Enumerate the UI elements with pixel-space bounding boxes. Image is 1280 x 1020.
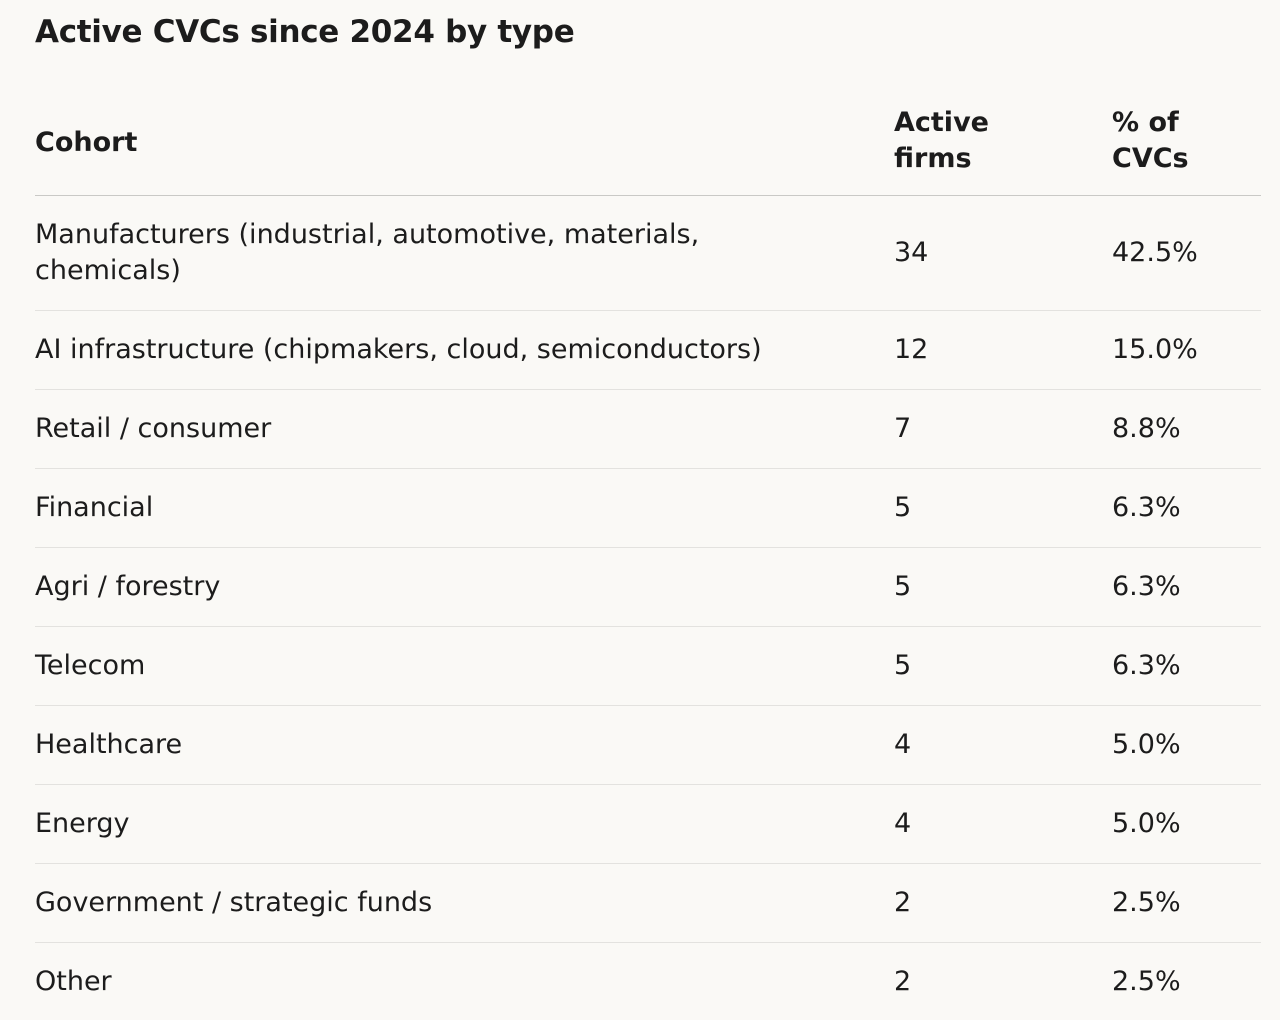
table-row: Other 2 2.5% [35, 942, 1261, 1020]
pct-cvcs-cell: 15.0% [1112, 333, 1198, 365]
pct-cvcs-cell: 6.3% [1112, 491, 1181, 523]
table-row: AI infrastructure (chipmakers, cloud, se… [35, 310, 1261, 389]
active-firms-cell: 4 [894, 807, 912, 839]
active-firms-cell: 4 [894, 728, 912, 760]
cohort-cell: Financial [35, 491, 154, 523]
cvc-table: Cohort Active firms % of CVCs Manufactur… [35, 100, 1261, 1020]
cohort-cell: Retail / consumer [35, 412, 272, 444]
pct-cvcs-cell: 6.3% [1112, 649, 1181, 681]
header-pct-cvcs-line2: CVCs [1112, 143, 1189, 174]
header-pct-cvcs-line1: % of [1112, 107, 1179, 138]
active-firms-cell: 12 [894, 333, 929, 365]
cohort-cell: Government / strategic funds [35, 886, 433, 918]
table-row: Healthcare 4 5.0% [35, 705, 1261, 784]
table-row: Manufacturers (industrial, automotive, m… [35, 195, 1261, 310]
active-firms-cell: 5 [894, 570, 912, 602]
pct-cvcs-cell: 5.0% [1112, 807, 1181, 839]
active-firms-cell: 7 [894, 412, 912, 444]
active-firms-cell: 2 [894, 886, 912, 918]
pct-cvcs-cell: 42.5% [1112, 236, 1198, 268]
table-row: Financial 5 6.3% [35, 468, 1261, 547]
cohort-cell: Agri / forestry [35, 570, 221, 602]
active-firms-cell: 5 [894, 491, 912, 523]
pct-cvcs-cell: 5.0% [1112, 728, 1181, 760]
header-active-firms-line2: firms [894, 143, 972, 174]
table-header: Cohort Active firms % of CVCs [35, 100, 1261, 195]
active-firms-cell: 2 [894, 965, 912, 997]
cohort-cell: AI infrastructure (chipmakers, cloud, se… [35, 333, 762, 365]
table-row: Retail / consumer 7 8.8% [35, 389, 1261, 468]
active-firms-cell: 34 [894, 236, 929, 268]
pct-cvcs-cell: 8.8% [1112, 412, 1181, 444]
header-active-firms-line1: Active [894, 107, 989, 138]
table-row: Agri / forestry 5 6.3% [35, 547, 1261, 626]
cohort-cell: Energy [35, 807, 130, 839]
table-body: Manufacturers (industrial, automotive, m… [35, 195, 1261, 1020]
cohort-cell: Healthcare [35, 728, 183, 760]
cohort-cell: Telecom [35, 649, 146, 681]
active-firms-cell: 5 [894, 649, 912, 681]
pct-cvcs-cell: 6.3% [1112, 570, 1181, 602]
pct-cvcs-cell: 2.5% [1112, 886, 1181, 918]
cohort-cell: Other [35, 965, 112, 997]
cohort-cell: Manufacturers (industrial, automotive, m… [35, 218, 700, 286]
header-cohort: Cohort [35, 127, 138, 159]
table-row: Government / strategic funds 2 2.5% [35, 863, 1261, 942]
table-row: Telecom 5 6.3% [35, 626, 1261, 705]
header-row: Cohort Active firms % of CVCs [35, 100, 1261, 195]
page-title: Active CVCs since 2024 by type [35, 14, 575, 50]
table-row: Energy 4 5.0% [35, 784, 1261, 863]
header-active-firms: Active firms [894, 100, 1112, 195]
pct-cvcs-cell: 2.5% [1112, 965, 1181, 997]
header-pct-cvcs: % of CVCs [1112, 100, 1261, 195]
